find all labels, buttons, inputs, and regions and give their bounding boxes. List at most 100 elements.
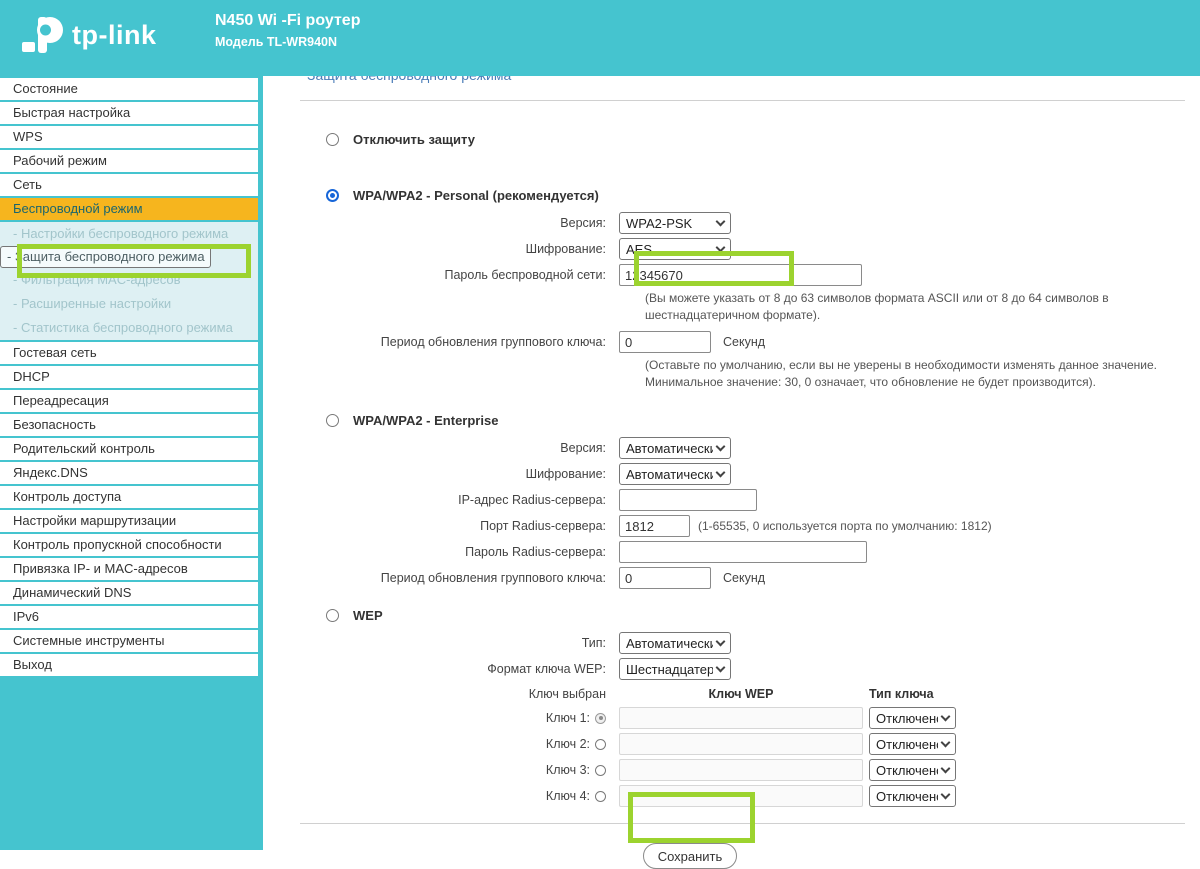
wep-format-label: Формат ключа WEP:	[487, 662, 606, 676]
sidebar-wireless-submenu: - Настройки беспроводного режима - Защит…	[0, 222, 258, 340]
brand-wordmark: tp-link	[72, 19, 157, 50]
option-wep: WEP	[263, 608, 1200, 623]
disable-security-label: Отключить защиту	[353, 132, 475, 147]
wep-key-row-2: Ключ 2: Отключено	[263, 733, 1200, 755]
sidebar-item-operation-mode[interactable]: Рабочий режим	[0, 150, 258, 172]
enterprise-version-select[interactable]: Автоматически	[619, 437, 731, 459]
wep-type-select[interactable]: Автоматически	[619, 632, 731, 654]
wep-key2-type-value: Отключено	[876, 736, 938, 752]
wep-col-selected: Ключ выбран	[528, 687, 606, 701]
enterprise-encryption-select[interactable]: Автоматически	[619, 463, 731, 485]
sidebar-item-wireless[interactable]: Беспроводной режим	[0, 198, 258, 220]
sidebar-item-dhcp[interactable]: DHCP	[0, 366, 258, 388]
wep-key4-input[interactable]	[619, 785, 863, 807]
wep-key3-radio[interactable]	[595, 764, 606, 776]
wep-key3-type-select[interactable]: Отключено	[869, 759, 956, 781]
chevron-down-icon	[940, 737, 951, 748]
wep-key1-label: Ключ 1:	[545, 711, 590, 725]
radius-port-input[interactable]	[619, 515, 690, 537]
sidebar-item-yandex-dns[interactable]: Яндекс.DNS	[0, 462, 258, 484]
wep-key1-radio[interactable]	[595, 712, 606, 724]
sidebar-item-routing[interactable]: Настройки маршрутизации	[0, 510, 258, 532]
chevron-down-icon	[715, 636, 726, 647]
personal-gkup-label: Период обновления группового ключа:	[380, 335, 606, 349]
sidebar-item-mac-filtering[interactable]: - Фильтрация MAC-адресов	[13, 272, 181, 287]
enterprise-encryption-label: Шифрование:	[525, 467, 606, 481]
personal-encryption-value: AES	[626, 241, 653, 257]
wireless-password-label: Пароль беспроводной сети:	[444, 268, 607, 282]
wep-table-header: Ключ выбран Ключ WEP Тип ключа	[263, 687, 1200, 701]
wpa-personal-radio[interactable]	[326, 189, 339, 202]
sidebar-item-status[interactable]: Состояние	[0, 78, 258, 100]
sidebar-item-bandwidth-control[interactable]: Контроль пропускной способности	[0, 534, 258, 556]
wpa-enterprise-radio[interactable]	[326, 414, 339, 427]
sidebar-item-security[interactable]: Безопасность	[0, 414, 258, 436]
sidebar-item-wireless-statistics[interactable]: - Статистика беспроводного режима	[13, 320, 233, 335]
sidebar-item-wireless-settings[interactable]: - Настройки беспроводного режима	[13, 226, 229, 241]
disable-security-radio[interactable]	[326, 133, 339, 146]
row-wep-format: Формат ключа WEP: Шестнадцатеричный	[263, 658, 1200, 680]
main-content: Защита беспроводного режима Отключить за…	[263, 67, 1200, 869]
wep-key-row-4: Ключ 4: Отключено	[263, 785, 1200, 807]
enterprise-gkup-label: Период обновления группового ключа:	[380, 571, 606, 585]
wep-key4-radio[interactable]	[595, 790, 606, 802]
radius-password-label: Пароль Radius-сервера:	[465, 545, 606, 559]
wep-key3-label: Ключ 3:	[545, 763, 590, 777]
product-model: Модель TL-WR940N	[215, 35, 338, 49]
radius-ip-label: IP-адрес Radius-сервера:	[458, 493, 606, 507]
sidebar-item-wireless-security[interactable]: - Защита беспроводного режима	[0, 246, 211, 268]
wep-key2-input[interactable]	[619, 733, 863, 755]
sidebar-item-wireless-advanced[interactable]: - Расширенные настройки	[13, 296, 172, 311]
wep-radio[interactable]	[326, 609, 339, 622]
save-button[interactable]: Сохранить	[643, 843, 737, 869]
sidebar-item-dynamic-dns[interactable]: Динамический DNS	[0, 582, 258, 604]
sidebar-item-guest-network[interactable]: Гостевая сеть	[0, 342, 258, 364]
chevron-down-icon	[715, 467, 726, 478]
personal-version-label: Версия:	[560, 216, 606, 230]
sidebar-item-logout[interactable]: Выход	[0, 654, 258, 676]
row-personal-encryption: Шифрование: AES	[263, 238, 1200, 260]
row-wep-type: Тип: Автоматически	[263, 632, 1200, 654]
wep-key1-type-select[interactable]: Отключено	[869, 707, 956, 729]
sidebar-item-system-tools[interactable]: Системные инструменты	[0, 630, 258, 652]
chevron-down-icon	[940, 711, 951, 722]
sidebar-item-quick-setup[interactable]: Быстрая настройка	[0, 102, 258, 124]
personal-gkup-input[interactable]	[619, 331, 711, 353]
sidebar-item-ipv6[interactable]: IPv6	[0, 606, 258, 628]
wireless-password-input[interactable]	[619, 264, 862, 286]
chevron-down-icon	[715, 441, 726, 452]
gkup-note-line1: (Оставьте по умолчанию, если вы не увере…	[645, 358, 1157, 372]
row-personal-gkup: Период обновления группового ключа: Секу…	[263, 331, 1200, 353]
gkup-note: (Оставьте по умолчанию, если вы не увере…	[645, 357, 1200, 391]
enterprise-gkup-input[interactable]	[619, 567, 711, 589]
tp-link-logo-icon	[22, 17, 63, 53]
product-title: N450 Wi -Fi роутер	[215, 12, 361, 29]
wep-key2-label: Ключ 2:	[545, 737, 590, 751]
sidebar-item-parental-control[interactable]: Родительский контроль	[0, 438, 258, 460]
password-note: (Вы можете указать от 8 до 63 символов ф…	[645, 291, 1109, 322]
personal-version-value: WPA2-PSK	[626, 215, 693, 231]
option-wpa-enterprise: WPA/WPA2 - Enterprise	[263, 413, 1200, 428]
sidebar-item-forwarding[interactable]: Переадресация	[0, 390, 258, 412]
sidebar-item-wps[interactable]: WPS	[0, 126, 258, 148]
radius-ip-input[interactable]	[619, 489, 757, 511]
sidebar-nav: Состояние Быстрая настройка WPS Рабочий …	[0, 76, 263, 850]
wep-key4-type-value: Отключено	[876, 788, 938, 804]
radius-password-input[interactable]	[619, 541, 867, 563]
personal-version-select[interactable]: WPA2-PSK	[619, 212, 731, 234]
wep-key2-type-select[interactable]: Отключено	[869, 733, 956, 755]
sidebar-item-network[interactable]: Сеть	[0, 174, 258, 196]
wep-key1-input[interactable]	[619, 707, 863, 729]
personal-encryption-label: Шифрование:	[525, 242, 606, 256]
sidebar-item-access-control[interactable]: Контроль доступа	[0, 486, 258, 508]
sidebar-item-ip-mac-binding[interactable]: Привязка IP- и MAC-адресов	[0, 558, 258, 580]
chevron-down-icon	[715, 662, 726, 673]
wep-key2-radio[interactable]	[595, 738, 606, 750]
wep-key3-input[interactable]	[619, 759, 863, 781]
personal-encryption-select[interactable]: AES	[619, 238, 731, 260]
wep-format-select[interactable]: Шестнадцатеричный	[619, 658, 731, 680]
wep-key4-type-select[interactable]: Отключено	[869, 785, 956, 807]
radius-port-label: Порт Radius-сервера:	[480, 519, 606, 533]
wep-type-label: Тип:	[581, 636, 606, 650]
save-row: Сохранить	[263, 843, 1200, 869]
